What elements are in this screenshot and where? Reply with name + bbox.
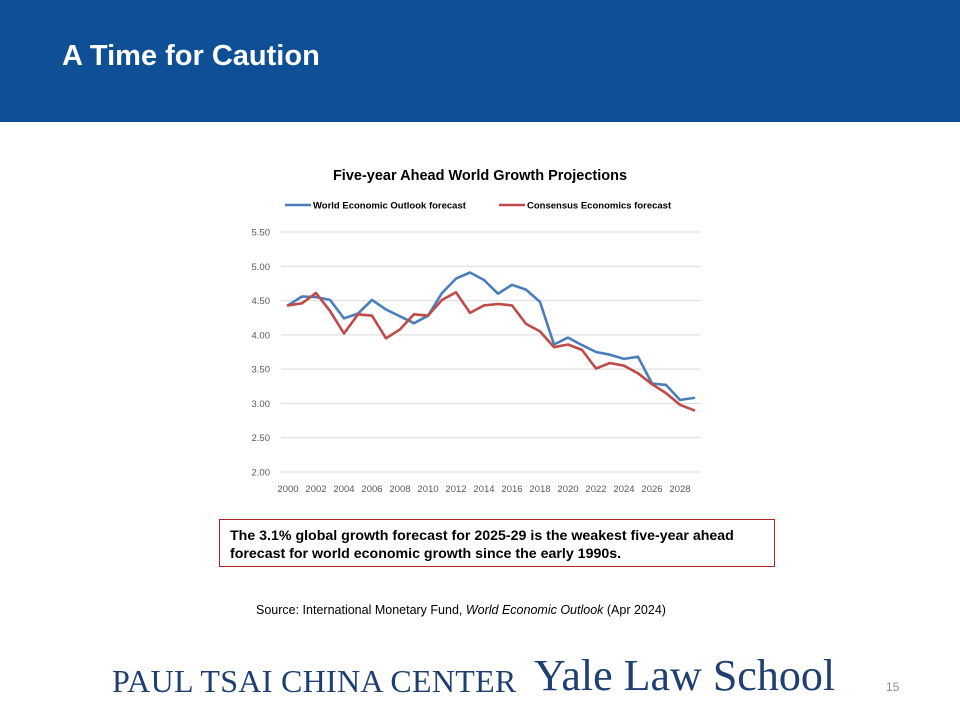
x-tick-label: 2026 <box>641 484 662 495</box>
source-prefix: Source: International Monetary Fund, <box>256 603 466 617</box>
y-tick-label: 5.50 <box>252 228 271 239</box>
series-line-consensus <box>286 290 696 412</box>
chart-lines <box>286 271 696 412</box>
source-publication: World Economic Outlook <box>465 603 604 617</box>
x-tick-label: 2012 <box>445 484 466 495</box>
footer-center-name: PAUL TSAI CHINA CENTER <box>112 663 517 699</box>
x-tick-label: 2018 <box>529 484 550 495</box>
y-tick-label: 4.00 <box>252 330 271 341</box>
x-axis: 2000 2002 2004 2006 2008 2010 2012 2014 2016 2018… <box>277 484 690 495</box>
chart-grid <box>281 231 700 473</box>
legend-label-weo: World Economic Outlook forecast <box>313 201 467 212</box>
y-tick-label: 2.50 <box>252 433 271 444</box>
x-tick-label: 2000 <box>277 484 298 495</box>
x-tick-label: 2004 <box>333 484 354 495</box>
x-tick-label: 2008 <box>389 484 410 495</box>
footer-school-logo: Yale Law School <box>534 651 836 700</box>
x-tick-label: 2014 <box>473 484 494 495</box>
x-tick-label: 2028 <box>669 484 690 495</box>
legend-label-consensus: Consensus Economics forecast <box>527 201 672 212</box>
y-tick-label: 3.50 <box>252 365 271 376</box>
source-suffix: (Apr 2024) <box>603 603 666 617</box>
y-tick-label: 3.00 <box>252 399 271 410</box>
x-tick-label: 2024 <box>613 484 634 495</box>
series-line-weo <box>286 271 696 402</box>
chart-legend: World Economic Outlook forecast Consensus… <box>285 201 672 212</box>
x-tick-label: 2002 <box>305 484 326 495</box>
page-number: 15 <box>886 680 900 694</box>
x-tick-label: 2020 <box>557 484 578 495</box>
y-tick-label: 4.50 <box>252 296 271 307</box>
y-axis: 2.00 2.50 3.00 3.50 4.00 4.50 5.00 5.50 <box>252 228 271 479</box>
source-note: Source: International Monetary Fund, Wor… <box>256 603 666 617</box>
callout-box: The 3.1% global growth forecast for 2025… <box>219 519 775 567</box>
x-tick-label: 2016 <box>501 484 522 495</box>
x-tick-label: 2010 <box>417 484 438 495</box>
slide-title: A Time for Caution <box>62 40 320 72</box>
y-tick-label: 2.00 <box>252 468 271 479</box>
y-tick-label: 5.00 <box>252 262 271 273</box>
x-tick-label: 2022 <box>585 484 606 495</box>
title-banner <box>0 0 960 122</box>
chart-title: Five-year Ahead World Growth Projections <box>333 168 627 184</box>
x-tick-label: 2006 <box>361 484 382 495</box>
